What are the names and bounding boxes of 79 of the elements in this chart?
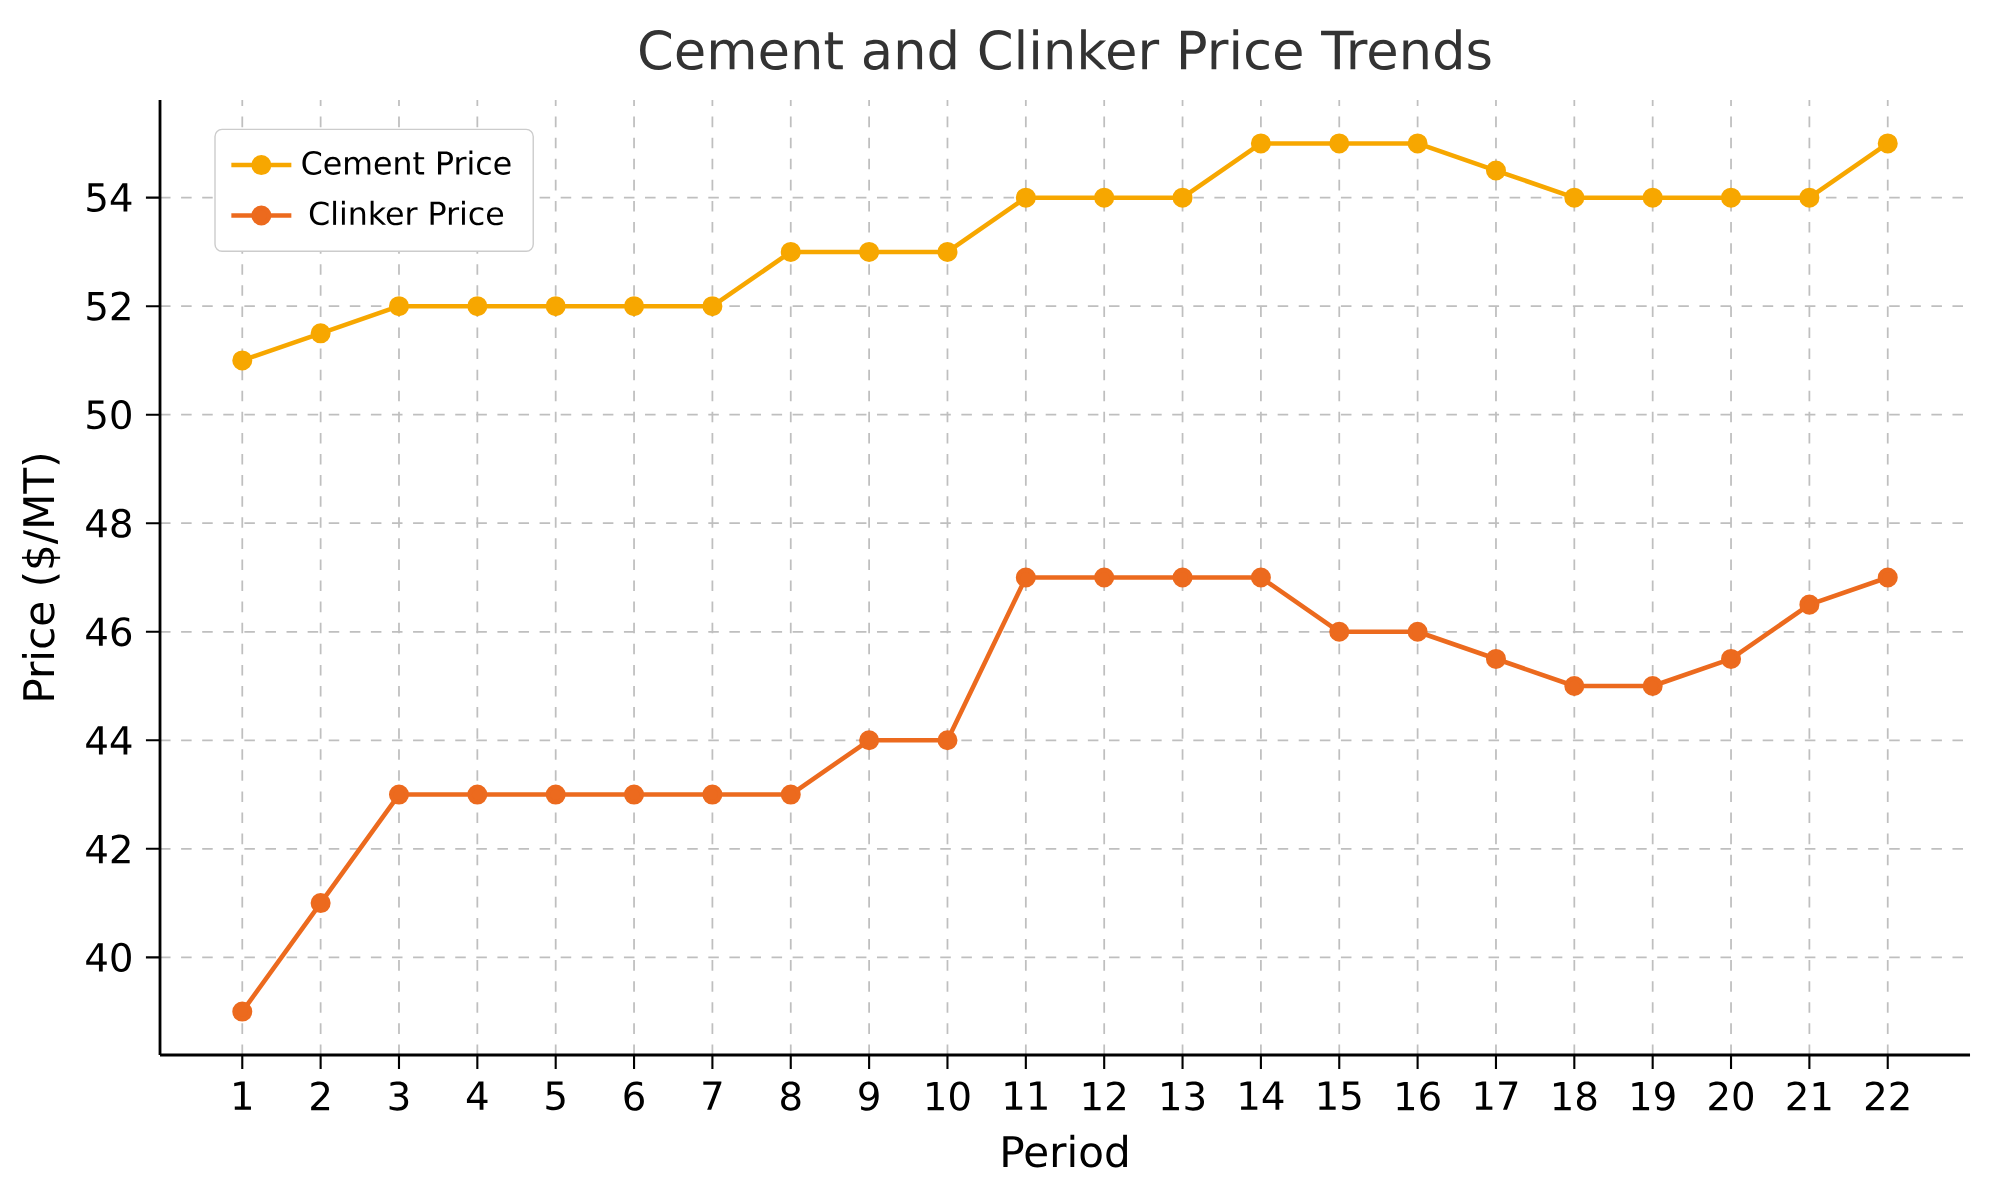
x-tick-label: 11: [1005, 1081, 1047, 1110]
x-tick-label: 20: [1709, 1081, 1754, 1111]
point: [1250, 133, 1271, 154]
x-tick-label: 1: [234, 1081, 251, 1110]
point: [1250, 567, 1271, 588]
point: [1329, 621, 1350, 642]
y-tick-label: 54: [87, 183, 132, 213]
point: [1877, 567, 1898, 588]
y-tick-label: 46: [86, 617, 132, 647]
point: [1721, 187, 1742, 208]
point: [467, 784, 488, 805]
point: [1485, 160, 1506, 181]
y-tick-label: 44: [86, 726, 132, 755]
point: [937, 730, 958, 751]
point: [937, 241, 958, 262]
x-tick-label: 19: [1632, 1081, 1675, 1111]
x-tick-label: 5: [546, 1081, 565, 1111]
point: [545, 784, 566, 805]
legend-label: Clinker Price: [309, 200, 504, 226]
point: [232, 1001, 253, 1022]
point: [1799, 187, 1820, 208]
point: [859, 241, 880, 262]
point: [1721, 648, 1742, 669]
x-tick-label: 16: [1397, 1081, 1440, 1111]
point: [1564, 187, 1585, 208]
y-tick-label: 52: [87, 291, 130, 321]
y-axis-title: Price ($/MT): [21, 454, 61, 700]
x-tick-label: 12: [1083, 1081, 1125, 1111]
point: [1015, 567, 1036, 588]
point: [1877, 133, 1898, 154]
chart-title: Cement and Clinker Price Trends: [640, 29, 1491, 71]
point: [702, 784, 723, 805]
point: [1642, 676, 1663, 697]
point: [1172, 567, 1193, 588]
x-tick-label: 22: [1865, 1081, 1909, 1111]
point: [388, 784, 410, 805]
point: [1329, 133, 1350, 154]
x-tick-label: 3: [389, 1081, 409, 1111]
x-tick-label: 14: [1240, 1081, 1284, 1110]
point: [1485, 648, 1506, 669]
x-tick-label: 15: [1318, 1081, 1361, 1111]
point: [1015, 187, 1036, 208]
x-tick-label: 10: [927, 1081, 970, 1111]
x-tick-label: 6: [624, 1081, 644, 1111]
point: [1642, 187, 1663, 208]
point: [1094, 567, 1115, 588]
point: [780, 241, 801, 262]
y-tick-label: 48: [86, 508, 131, 538]
x-tick-label: 2: [311, 1081, 330, 1111]
point: [467, 296, 488, 317]
y-tick-label: 42: [86, 834, 130, 864]
x-tick-label: 4: [466, 1081, 488, 1110]
x-tick-label: 7: [703, 1081, 722, 1110]
x-tick-label: 9: [859, 1081, 879, 1111]
y-tick-label: 40: [86, 942, 131, 972]
y-tick-label: 50: [87, 400, 131, 430]
point: [1799, 594, 1820, 615]
x-axis-title: Period: [1003, 1134, 1127, 1168]
x-tick-label: 21: [1787, 1081, 1831, 1111]
point: [859, 730, 880, 751]
x-tick-label: 8: [781, 1081, 801, 1111]
point: [780, 784, 801, 805]
point: [1407, 621, 1428, 642]
point: [310, 323, 331, 344]
point: [1172, 187, 1193, 208]
legend-label: Cement Price: [302, 150, 511, 175]
point: [232, 350, 253, 371]
x-tick-label: 13: [1162, 1081, 1205, 1111]
point: [1094, 187, 1115, 208]
point: [545, 296, 566, 317]
point: [310, 893, 331, 914]
point: [1407, 133, 1428, 154]
point: [624, 784, 645, 805]
point: [702, 296, 723, 317]
point: [388, 296, 410, 317]
point: [1564, 676, 1585, 697]
x-tick-label: 18: [1553, 1081, 1597, 1111]
x-tick-label: 17: [1475, 1081, 1518, 1110]
point: [624, 296, 645, 317]
